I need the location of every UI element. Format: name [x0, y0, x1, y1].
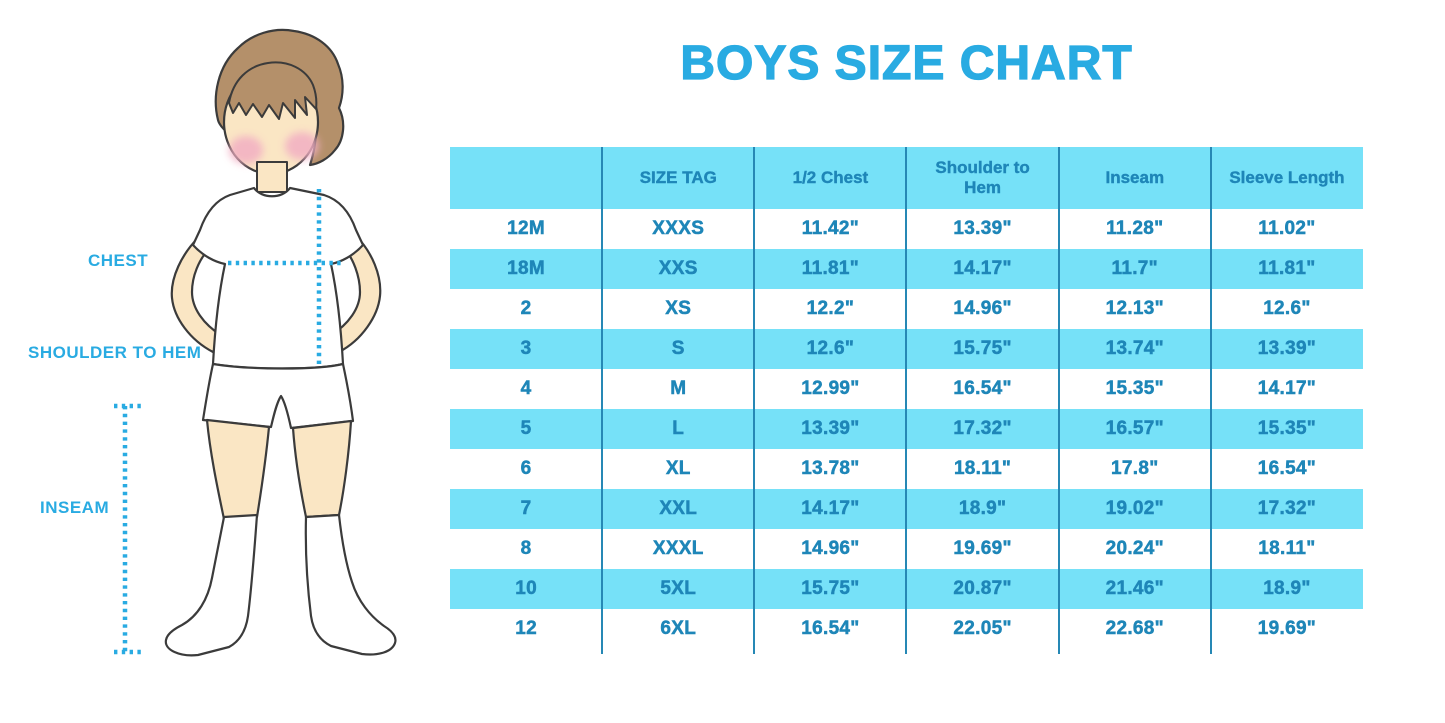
table-cell: 15.35" [1257, 418, 1317, 440]
table-cell: 11.28" [1106, 218, 1164, 240]
table-cell: 20.24" [1105, 538, 1164, 560]
table-cell: 13.39" [801, 418, 860, 440]
table-cell: 12M [507, 218, 546, 240]
table-cell: 6XL [660, 618, 697, 640]
table-cell: 16.57" [1105, 418, 1164, 440]
table-cell: 18.9" [1263, 578, 1311, 600]
table-cell: 13.39" [1257, 338, 1317, 360]
table-cell: XXS [658, 258, 698, 280]
table-cell: 15.35" [1105, 378, 1164, 400]
table-cell: 16.54" [953, 378, 1012, 400]
table-cell: 11.81" [1258, 258, 1316, 280]
table-cell: 4 [520, 378, 532, 400]
table-cell: 12.6" [1263, 298, 1311, 320]
inseam-label: INSEAM [40, 498, 110, 517]
table-cell: 22.68" [1105, 618, 1164, 640]
column-divider [1210, 147, 1212, 654]
table-cell: M [670, 378, 687, 400]
table-cell: 5XL [660, 578, 697, 600]
table-cell: XXXL [652, 538, 704, 560]
table-cell: 10 [515, 578, 537, 600]
table-cell: 15.75" [953, 338, 1012, 360]
cheek-right [285, 132, 319, 160]
size-table: SIZE TAG 1/2 Chest Shoulder to Hem Inseam Sl… [450, 147, 1363, 654]
table-cell: 3 [520, 338, 532, 360]
table-cell: 6 [520, 458, 532, 480]
chest-label: CHEST [88, 251, 149, 270]
table-cell: 12 [515, 618, 537, 640]
table-cell: 11.81" [801, 258, 860, 280]
table-cell: XXL [659, 498, 698, 520]
column-header [450, 147, 602, 209]
table-cell: 18M [507, 258, 546, 280]
table-cell: S [671, 338, 685, 360]
table-cell: XS [665, 298, 692, 320]
table-cell: XXXS [652, 218, 705, 240]
sock-right [304, 513, 397, 656]
table-cell: 11.42" [801, 218, 860, 240]
tshirt [191, 186, 365, 370]
column-header: 1/2 Chest [792, 168, 869, 188]
table-cell: 7 [520, 498, 532, 520]
column-header: SIZE TAG [639, 168, 717, 188]
table-cell: 17.32" [1257, 498, 1317, 520]
table-cell: 17.8" [1111, 458, 1159, 480]
column-header: Shoulder to Hem [935, 158, 1030, 197]
table-cell: 8 [520, 538, 532, 560]
table-cell: 21.46" [1105, 578, 1164, 600]
column-divider [1058, 147, 1060, 654]
hair-fringe [228, 61, 318, 120]
table-cell: 16.54" [801, 618, 860, 640]
column-divider [905, 147, 907, 654]
table-cell: 12.99" [801, 378, 860, 400]
table-cell: 20.87" [953, 578, 1012, 600]
column-divider [601, 147, 603, 654]
shoulder-to-hem-label: SHOULDER TO HEM [28, 343, 202, 362]
table-cell: 19.02" [1105, 498, 1164, 520]
column-divider [753, 147, 755, 654]
table-cell: 18.11" [1258, 538, 1316, 560]
table-cell: 14.96" [801, 538, 860, 560]
table-cell: 14.17" [801, 498, 860, 520]
table-cell: 12.2" [806, 298, 855, 320]
table-cell: L [672, 418, 685, 440]
column-header: Inseam [1105, 168, 1165, 188]
cheek-left [229, 136, 263, 164]
table-cell: 5 [520, 418, 532, 440]
leg-right [291, 419, 353, 519]
table-cell: 13.74" [1105, 338, 1164, 360]
table-cell: 2 [520, 298, 532, 320]
table-cell: 19.69" [1257, 618, 1317, 640]
sock-left [164, 513, 259, 657]
table-cell: 18.9" [958, 498, 1007, 520]
table-cell: 12.13" [1105, 298, 1164, 320]
table-cell: 17.32" [953, 418, 1012, 440]
table-cell: 14.96" [953, 298, 1012, 320]
table-cell: 13.39" [953, 218, 1012, 240]
boy-illustration [114, 28, 397, 657]
leg-left [205, 418, 271, 521]
table-cell: 16.54" [1257, 458, 1317, 480]
table-cell: XL [665, 458, 691, 480]
table-cell: 14.17" [1257, 378, 1317, 400]
table-cell: 12.6" [806, 338, 855, 360]
table-cell: 13.78" [801, 458, 860, 480]
table-cell: 11.7" [1111, 258, 1158, 280]
column-header: Sleeve Length [1229, 168, 1345, 188]
page-title: BOYS SIZE CHART [680, 36, 1133, 90]
table-cell: 14.17" [953, 258, 1012, 280]
table-cell: 11.02" [1258, 218, 1316, 240]
shorts [201, 362, 355, 430]
table-cell: 22.05" [953, 618, 1012, 640]
table-cell: 19.69" [953, 538, 1012, 560]
table-cell: 15.75" [801, 578, 860, 600]
table-cell: 18.11" [953, 458, 1012, 480]
neck [256, 161, 288, 193]
